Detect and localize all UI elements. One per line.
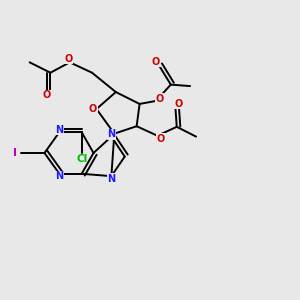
Text: O: O — [155, 94, 164, 103]
Text: O: O — [175, 99, 183, 109]
Text: O: O — [152, 57, 160, 67]
Text: O: O — [43, 90, 51, 100]
Text: O: O — [89, 104, 97, 114]
Text: O: O — [157, 134, 165, 144]
Text: N: N — [55, 171, 63, 181]
Text: O: O — [64, 54, 72, 64]
Text: N: N — [107, 173, 116, 184]
Text: N: N — [107, 129, 116, 139]
Text: Cl: Cl — [76, 154, 87, 164]
Text: I: I — [14, 148, 17, 158]
Text: N: N — [55, 125, 63, 135]
